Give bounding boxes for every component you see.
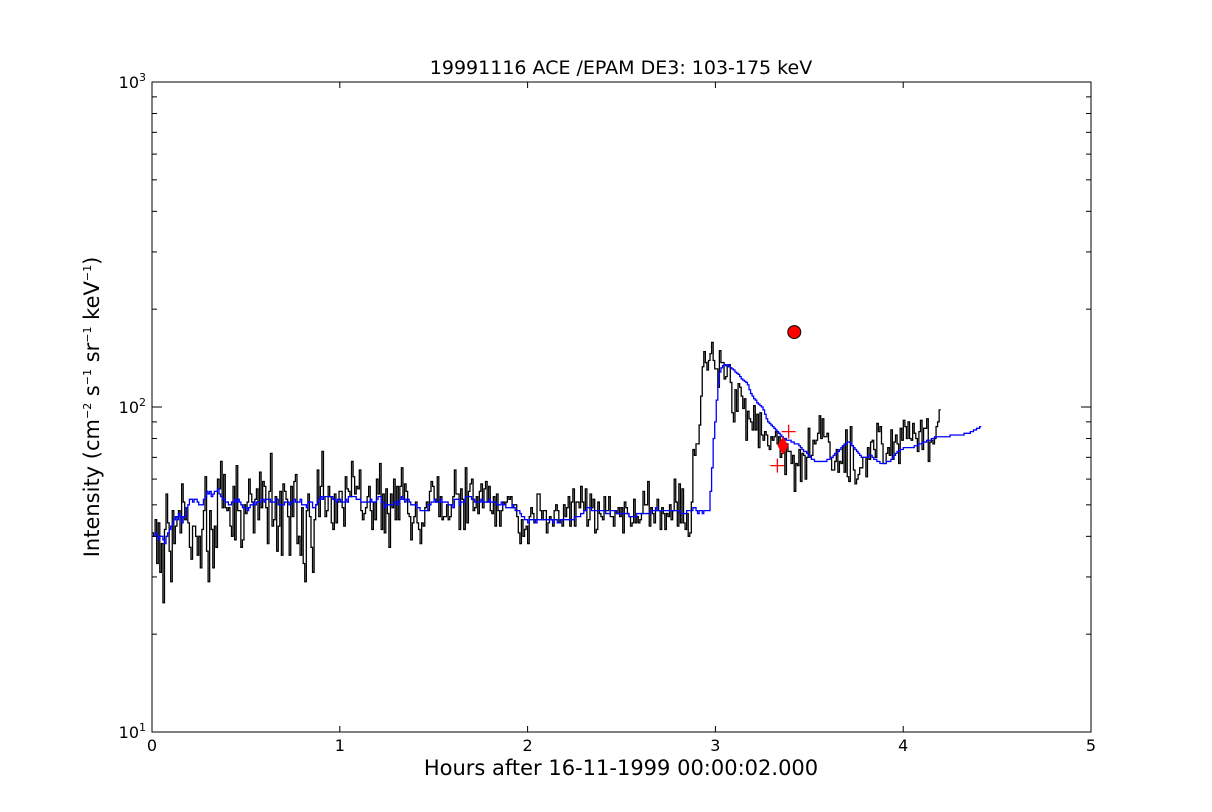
diamond-marker bbox=[777, 436, 789, 455]
ylabel-part: sr bbox=[80, 342, 104, 369]
plus-marker bbox=[781, 424, 796, 439]
series-layer bbox=[152, 341, 982, 604]
x-tick-label: 2 bbox=[523, 736, 533, 755]
ylabel-sup: −2 bbox=[81, 403, 94, 419]
ylabel-sup: −1 bbox=[81, 265, 94, 281]
x-tick-label: 0 bbox=[147, 736, 157, 755]
plus-marker bbox=[770, 458, 785, 473]
series-line-blue bbox=[152, 363, 982, 545]
x-tick-label: 1 bbox=[335, 736, 345, 755]
y-tick-label: 103 bbox=[119, 71, 146, 92]
ylabel-part: keV bbox=[80, 280, 104, 326]
ylabel-part: ) bbox=[80, 257, 104, 265]
y-tick-label: 102 bbox=[119, 396, 146, 417]
series-line-black bbox=[152, 341, 941, 604]
x-axis-label: Hours after 16-11-1999 00:00:02.000 bbox=[424, 756, 818, 780]
x-tick-label: 3 bbox=[710, 736, 720, 755]
y-tick-label: 101 bbox=[119, 721, 146, 742]
chart-title: 19991116 ACE /EPAM DE3: 103-175 keV bbox=[430, 57, 812, 79]
x-tick-label: 5 bbox=[1086, 736, 1096, 755]
x-tick-label: 4 bbox=[898, 736, 908, 755]
ylabel-part: Intensity (cm bbox=[80, 419, 104, 557]
marker-layer bbox=[770, 325, 802, 473]
y-axis-label: Intensity (cm−2 s−1 sr−1 keV−1) bbox=[80, 257, 104, 558]
ylabel-part: s bbox=[80, 385, 104, 403]
circle-marker bbox=[787, 325, 802, 340]
ylabel-sup: −1 bbox=[81, 326, 94, 342]
ylabel-sup: −1 bbox=[81, 369, 94, 385]
tick-layer: 0 1 2 3 4 5 101 102 103 bbox=[119, 71, 1096, 755]
